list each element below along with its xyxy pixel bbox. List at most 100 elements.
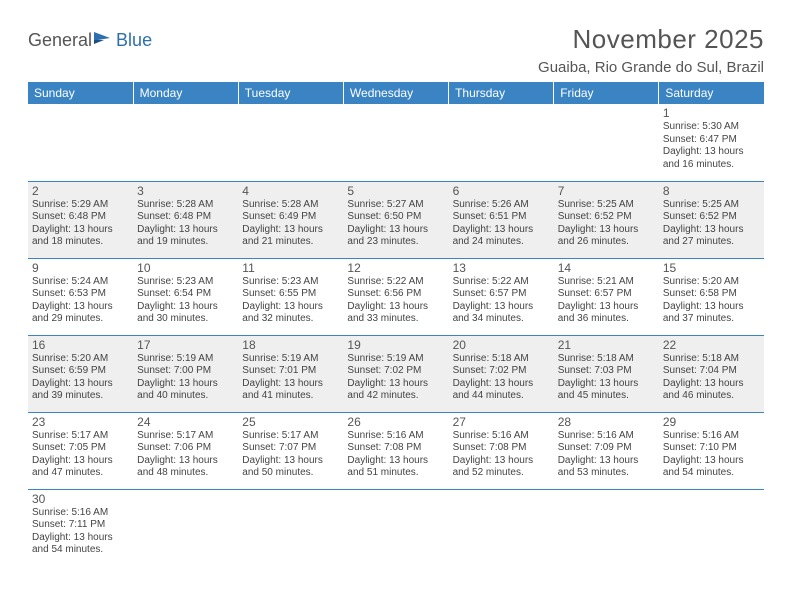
calendar-cell: 28Sunrise: 5:16 AMSunset: 7:09 PMDayligh… — [554, 412, 659, 489]
day-detail: Daylight: 13 hours — [663, 378, 760, 391]
calendar-cell: 11Sunrise: 5:23 AMSunset: 6:55 PMDayligh… — [238, 258, 343, 335]
day-number: 27 — [453, 415, 550, 429]
day-detail: Sunset: 6:51 PM — [453, 211, 550, 224]
day-detail: Sunset: 7:09 PM — [558, 442, 655, 455]
day-number: 8 — [663, 184, 760, 198]
day-detail: Sunset: 6:58 PM — [663, 288, 760, 301]
day-detail: and 26 minutes. — [558, 236, 655, 249]
day-detail: Daylight: 13 hours — [558, 455, 655, 468]
day-number: 9 — [32, 261, 129, 275]
day-detail: Sunrise: 5:17 AM — [242, 430, 339, 443]
day-detail: Sunrise: 5:22 AM — [453, 276, 550, 289]
calendar-cell: 12Sunrise: 5:22 AMSunset: 6:56 PMDayligh… — [343, 258, 448, 335]
page-title: November 2025 — [538, 24, 764, 55]
brand-text-2: Blue — [116, 30, 152, 51]
day-detail: Daylight: 13 hours — [663, 455, 760, 468]
day-detail: Daylight: 13 hours — [137, 455, 234, 468]
calendar-cell: 4Sunrise: 5:28 AMSunset: 6:49 PMDaylight… — [238, 181, 343, 258]
day-detail: Sunset: 6:54 PM — [137, 288, 234, 301]
day-detail: Sunrise: 5:16 AM — [558, 430, 655, 443]
day-detail: and 40 minutes. — [137, 390, 234, 403]
day-detail: Sunset: 7:10 PM — [663, 442, 760, 455]
day-detail: Sunrise: 5:24 AM — [32, 276, 129, 289]
day-detail: Daylight: 13 hours — [558, 378, 655, 391]
day-detail: and 45 minutes. — [558, 390, 655, 403]
day-detail: Sunrise: 5:18 AM — [558, 353, 655, 366]
calendar-cell: 20Sunrise: 5:18 AMSunset: 7:02 PMDayligh… — [449, 335, 554, 412]
day-number: 26 — [347, 415, 444, 429]
calendar-cell — [449, 104, 554, 181]
day-detail: Sunset: 6:56 PM — [347, 288, 444, 301]
day-number: 22 — [663, 338, 760, 352]
calendar-cell: 18Sunrise: 5:19 AMSunset: 7:01 PMDayligh… — [238, 335, 343, 412]
calendar-cell: 26Sunrise: 5:16 AMSunset: 7:08 PMDayligh… — [343, 412, 448, 489]
day-detail: Sunrise: 5:21 AM — [558, 276, 655, 289]
day-detail: and 23 minutes. — [347, 236, 444, 249]
day-detail: Daylight: 13 hours — [347, 378, 444, 391]
calendar-row: 16Sunrise: 5:20 AMSunset: 6:59 PMDayligh… — [28, 335, 764, 412]
calendar-cell: 14Sunrise: 5:21 AMSunset: 6:57 PMDayligh… — [554, 258, 659, 335]
calendar-cell: 9Sunrise: 5:24 AMSunset: 6:53 PMDaylight… — [28, 258, 133, 335]
day-detail: Daylight: 13 hours — [32, 455, 129, 468]
day-detail: Sunset: 6:52 PM — [663, 211, 760, 224]
day-detail: Sunrise: 5:25 AM — [663, 199, 760, 212]
day-detail: Sunset: 7:01 PM — [242, 365, 339, 378]
day-number: 11 — [242, 261, 339, 275]
day-detail: Sunset: 7:08 PM — [453, 442, 550, 455]
day-detail: Sunset: 6:48 PM — [32, 211, 129, 224]
calendar-cell — [133, 104, 238, 181]
day-detail: and 36 minutes. — [558, 313, 655, 326]
calendar-cell — [133, 489, 238, 566]
calendar-cell: 10Sunrise: 5:23 AMSunset: 6:54 PMDayligh… — [133, 258, 238, 335]
day-detail: Sunrise: 5:16 AM — [453, 430, 550, 443]
day-detail: and 32 minutes. — [242, 313, 339, 326]
day-detail: and 37 minutes. — [663, 313, 760, 326]
calendar-row: 2Sunrise: 5:29 AMSunset: 6:48 PMDaylight… — [28, 181, 764, 258]
calendar-cell — [343, 489, 448, 566]
weekday-header: Saturday — [659, 82, 764, 104]
day-detail: Daylight: 13 hours — [32, 532, 129, 545]
brand-logo: General Blue — [28, 30, 152, 51]
day-number: 3 — [137, 184, 234, 198]
day-detail: Daylight: 13 hours — [453, 455, 550, 468]
day-detail: Sunset: 7:08 PM — [347, 442, 444, 455]
day-detail: and 34 minutes. — [453, 313, 550, 326]
calendar-cell: 7Sunrise: 5:25 AMSunset: 6:52 PMDaylight… — [554, 181, 659, 258]
day-detail: and 19 minutes. — [137, 236, 234, 249]
day-detail: Sunset: 7:04 PM — [663, 365, 760, 378]
weekday-header: Friday — [554, 82, 659, 104]
day-detail: and 46 minutes. — [663, 390, 760, 403]
calendar-cell: 17Sunrise: 5:19 AMSunset: 7:00 PMDayligh… — [133, 335, 238, 412]
day-detail: and 47 minutes. — [32, 467, 129, 480]
day-detail: Daylight: 13 hours — [32, 224, 129, 237]
calendar-row: 23Sunrise: 5:17 AMSunset: 7:05 PMDayligh… — [28, 412, 764, 489]
day-number: 24 — [137, 415, 234, 429]
day-detail: Sunrise: 5:17 AM — [32, 430, 129, 443]
day-detail: and 42 minutes. — [347, 390, 444, 403]
day-detail: Daylight: 13 hours — [558, 301, 655, 314]
day-number: 20 — [453, 338, 550, 352]
calendar-cell: 24Sunrise: 5:17 AMSunset: 7:06 PMDayligh… — [133, 412, 238, 489]
day-detail: Sunset: 6:47 PM — [663, 134, 760, 147]
day-detail: Sunset: 6:52 PM — [558, 211, 655, 224]
weekday-header: Tuesday — [238, 82, 343, 104]
header: General Blue November 2025 Guaiba, Rio G… — [28, 24, 764, 76]
day-detail: Sunrise: 5:27 AM — [347, 199, 444, 212]
calendar-cell: 1Sunrise: 5:30 AMSunset: 6:47 PMDaylight… — [659, 104, 764, 181]
day-detail: Daylight: 13 hours — [242, 378, 339, 391]
day-detail: Daylight: 13 hours — [137, 378, 234, 391]
day-detail: and 39 minutes. — [32, 390, 129, 403]
day-detail: Sunrise: 5:18 AM — [453, 353, 550, 366]
calendar-cell: 6Sunrise: 5:26 AMSunset: 6:51 PMDaylight… — [449, 181, 554, 258]
day-detail: Sunrise: 5:18 AM — [663, 353, 760, 366]
day-detail: Daylight: 13 hours — [663, 146, 760, 159]
calendar-cell: 8Sunrise: 5:25 AMSunset: 6:52 PMDaylight… — [659, 181, 764, 258]
day-detail: Sunset: 7:07 PM — [242, 442, 339, 455]
day-detail: Sunrise: 5:25 AM — [558, 199, 655, 212]
calendar-cell: 30Sunrise: 5:16 AMSunset: 7:11 PMDayligh… — [28, 489, 133, 566]
day-detail: Sunrise: 5:29 AM — [32, 199, 129, 212]
day-detail: Sunrise: 5:28 AM — [137, 199, 234, 212]
calendar-table: Sunday Monday Tuesday Wednesday Thursday… — [28, 82, 764, 566]
day-detail: Daylight: 13 hours — [347, 301, 444, 314]
day-number: 25 — [242, 415, 339, 429]
